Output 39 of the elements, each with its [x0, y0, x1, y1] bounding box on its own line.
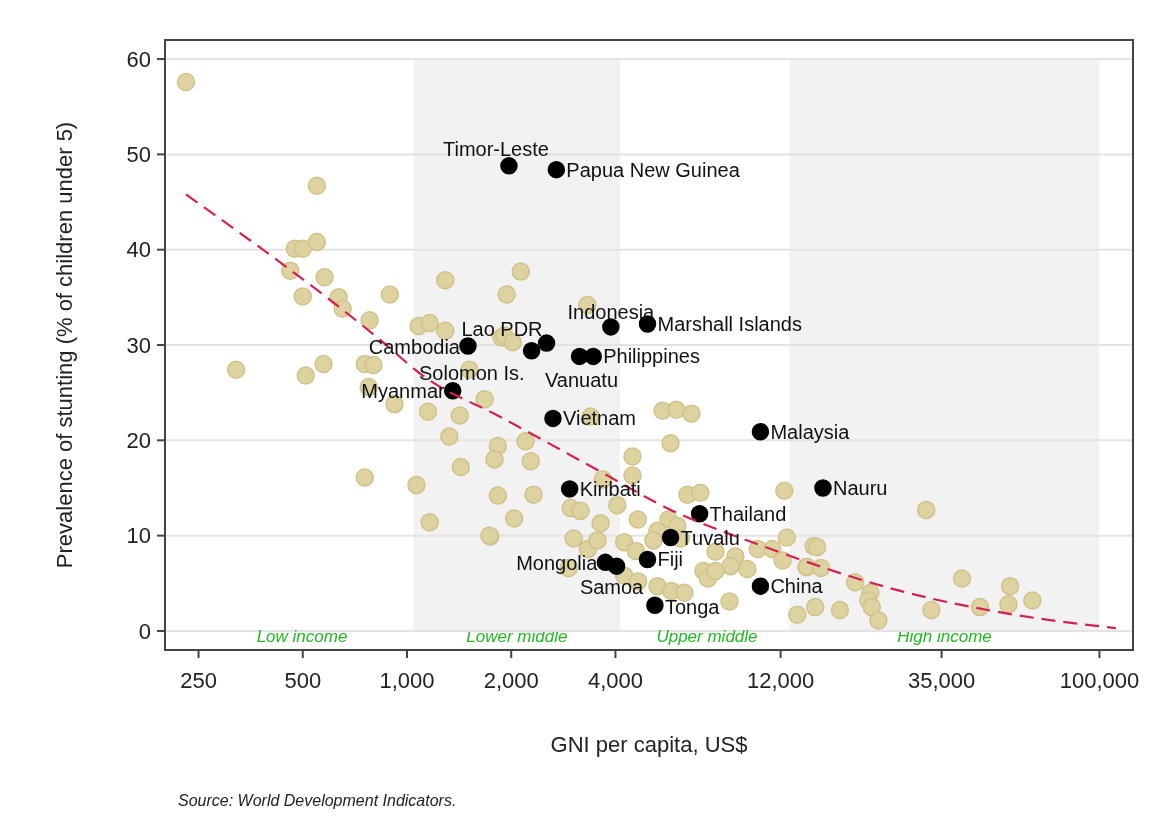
x-tick-label: 250: [180, 668, 217, 693]
source-note: Source: World Development Indicators.: [178, 792, 457, 809]
x-tick-label: 4,000: [587, 668, 643, 693]
annotation: Thailand: [709, 502, 787, 525]
annotation: Fiji: [657, 548, 684, 571]
annotation: Malaysia: [770, 420, 851, 443]
y-tick-label: 50: [126, 142, 151, 168]
annotation: Indonesia: [567, 300, 656, 323]
annotation: Philippines: [603, 345, 700, 368]
annotation: Nauru: [832, 476, 888, 499]
x-tick-label: 100,000: [1059, 668, 1140, 693]
annotation: Vietnam: [562, 407, 636, 430]
annotation: Marshall Islands: [657, 313, 802, 336]
y-tick-label: 60: [126, 46, 151, 72]
x-tick-label: 35,000: [907, 668, 976, 693]
annotation: Low income: [256, 627, 348, 646]
annotation: Papua New Guinea: [566, 158, 741, 181]
annotation: Vanuatu: [545, 369, 619, 392]
annotation: Mongolia: [516, 552, 599, 575]
y-tick-label: 40: [126, 237, 151, 263]
y-tick-label: 0: [138, 618, 151, 644]
annotation: Tuvalu: [680, 526, 740, 549]
y-tick-label: 10: [126, 523, 151, 549]
x-tick-label: 1,000: [379, 668, 435, 693]
annotation: China: [770, 575, 824, 598]
annotation: Samoa: [579, 576, 645, 599]
x-tick-label: 12,000: [746, 668, 815, 693]
y-tick-label: 20: [126, 428, 151, 454]
x-tick-label: 2,000: [483, 668, 539, 693]
annotation: Kiribati: [579, 477, 641, 500]
x-tick-label: 500: [284, 668, 322, 693]
annotation: Lao PDR: [461, 318, 543, 341]
annotation: Cambodia: [368, 335, 461, 358]
annotation: Upper middle: [656, 627, 758, 646]
y-axis-title: Prevalence of stunting (% of children under 5): [52, 121, 77, 569]
x-axis-title: GNI per capita, US$: [550, 732, 748, 757]
y-tick-label: 30: [126, 332, 151, 358]
annotation: Tonga: [664, 596, 721, 619]
annotation: Timor-Leste: [442, 137, 549, 160]
